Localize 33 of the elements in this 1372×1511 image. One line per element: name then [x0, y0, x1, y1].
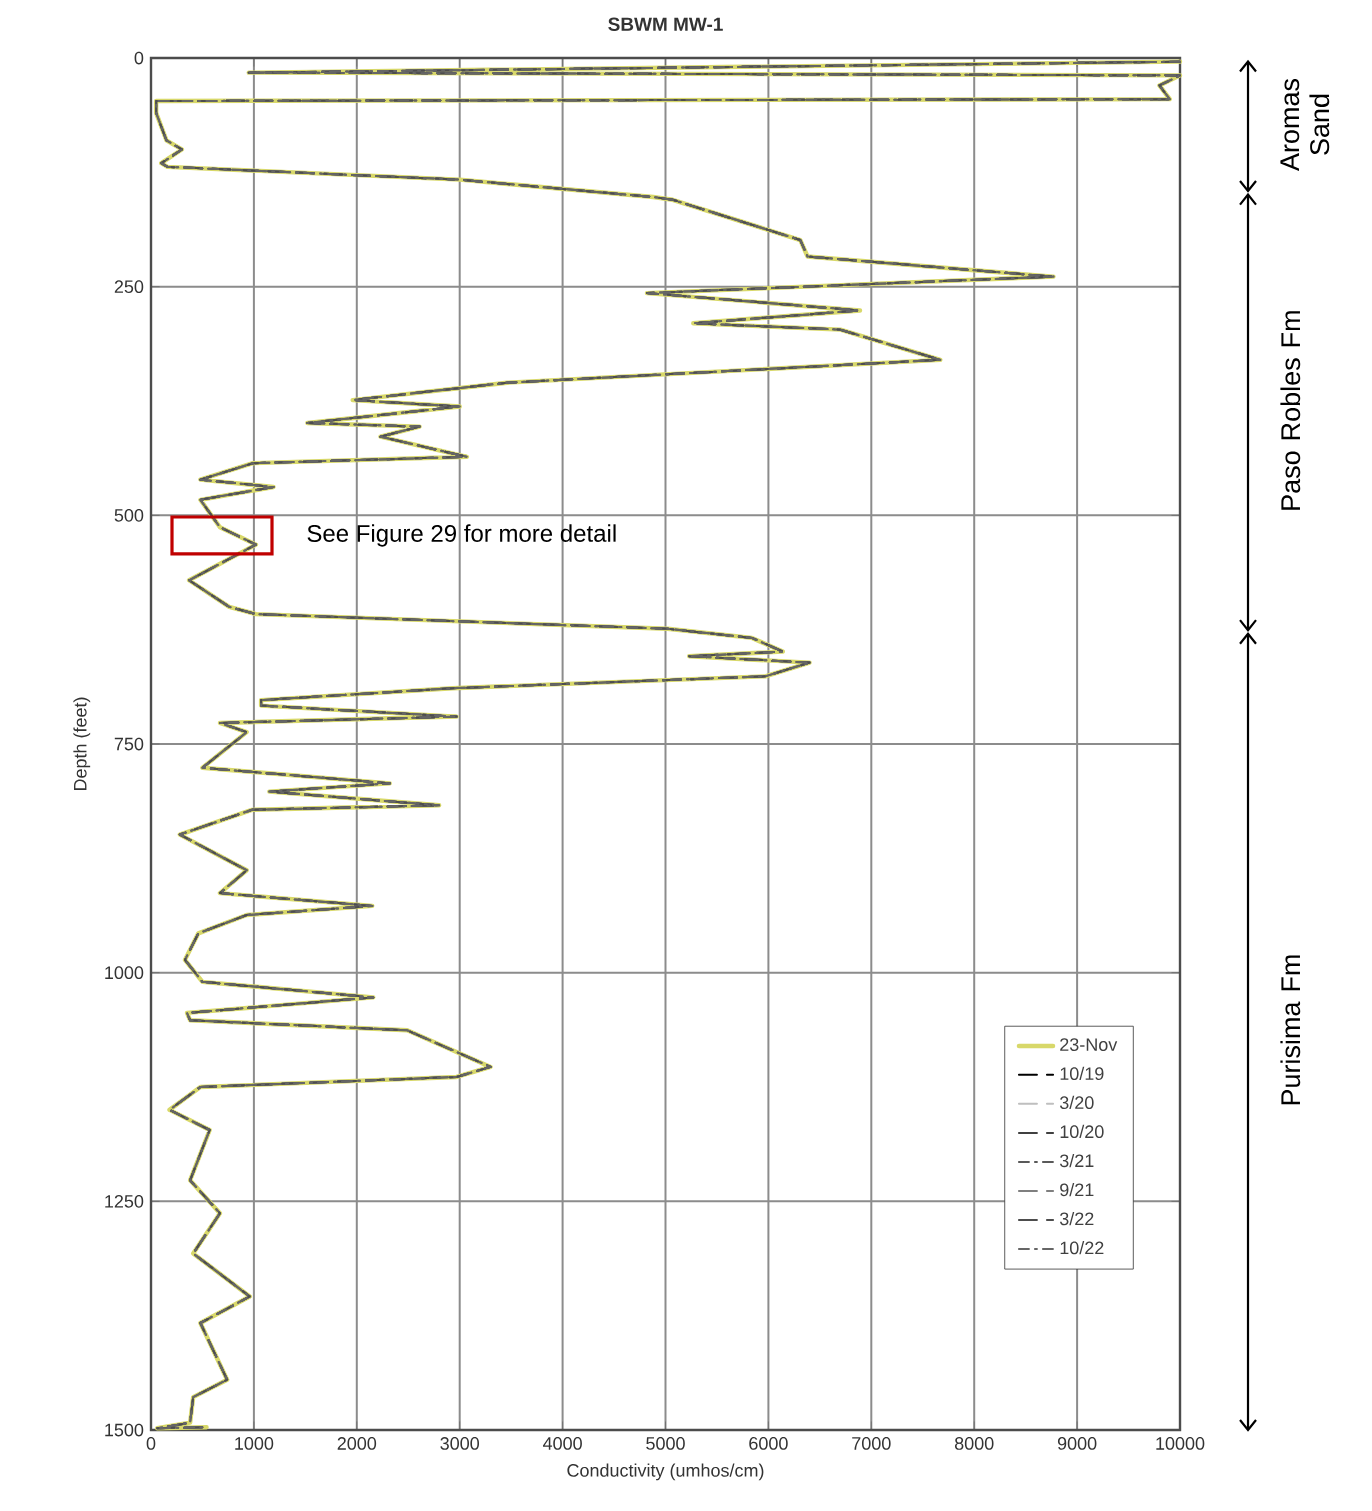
y-tick-label: 250 [114, 280, 144, 294]
legend-label: 9/21 [1060, 1182, 1094, 1197]
x-axis-title: Conductivity (umhos/cm) [567, 1463, 764, 1481]
text: Paso Robles Fm [1280, 311, 1301, 510]
y-tick-label: 750 [114, 737, 144, 751]
x-tick-label: 8000 [954, 1437, 994, 1450]
legend-label: 10/22 [1060, 1241, 1104, 1255]
y-tick-label: 1250 [105, 1194, 144, 1208]
y-tick-label: 0 [134, 51, 144, 65]
legend-label: 10/19 [1060, 1066, 1104, 1081]
legend-label: 3/21 [1059, 1153, 1094, 1168]
annotation: See Figure 29 for more detail [307, 524, 616, 547]
x-tick-label: 9000 [1057, 1437, 1097, 1450]
legend-label: 10/20 [1060, 1124, 1104, 1139]
y-axis-title: Depth (feet) [73, 697, 91, 791]
y-tick-label: 1000 [105, 966, 144, 980]
legend-label: 3/20 [1059, 1095, 1094, 1110]
x-tick-label: 1000 [235, 1437, 274, 1450]
legend-label: 23-Nov [1060, 1038, 1118, 1051]
x-tick-label: 5000 [646, 1437, 685, 1450]
y-tick-label: 1500 [105, 1423, 144, 1437]
x-tick-label: 2000 [337, 1437, 377, 1450]
x-tick-label: 4000 [542, 1437, 582, 1450]
y-tick-label: 500 [114, 508, 144, 522]
x-tick-label: 7000 [852, 1437, 891, 1450]
text: Aromas Sand [1280, 79, 1330, 171]
x-tick-label: 3000 [440, 1437, 480, 1450]
x-tick-label: 10000 [1156, 1437, 1205, 1450]
x-tick-label: 6000 [749, 1437, 788, 1450]
x-tick-label: 0 [146, 1437, 156, 1450]
text: Purisima Fm [1280, 955, 1301, 1105]
legend-label: 3/22 [1059, 1211, 1094, 1226]
chart-title: SBWM MW-1 [608, 17, 723, 31]
